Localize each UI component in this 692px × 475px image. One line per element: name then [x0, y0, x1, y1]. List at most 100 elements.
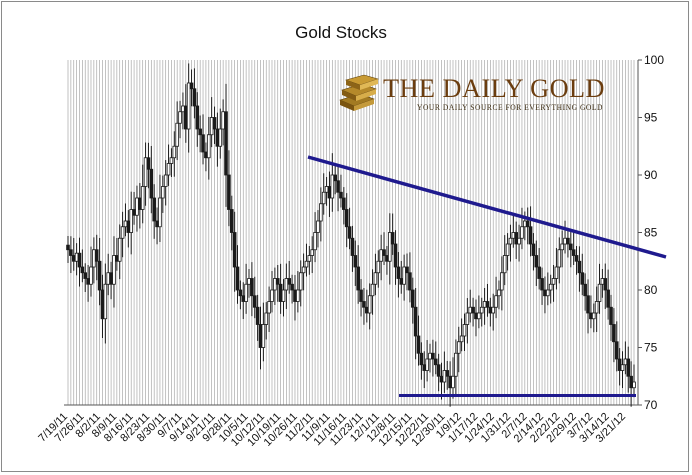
- candle-body: [146, 157, 151, 170]
- candle-body: [181, 105, 185, 113]
- candle-body: [192, 88, 197, 107]
- candle-body: [261, 324, 266, 348]
- candle-body: [241, 295, 246, 302]
- candle-body: [290, 283, 294, 291]
- candle-body: [416, 335, 421, 354]
- candle-body: [161, 186, 165, 199]
- candle-body: [580, 272, 585, 285]
- candle-body: [431, 352, 435, 360]
- candle-body: [238, 289, 243, 297]
- candle-body: [350, 237, 355, 256]
- candle-body: [212, 117, 217, 130]
- candle-body: [548, 283, 553, 291]
- candle-body: [563, 237, 567, 245]
- candle-body: [347, 226, 352, 239]
- resistance-trendline: [307, 155, 667, 259]
- candle-body: [428, 352, 432, 360]
- candle-body: [353, 255, 358, 268]
- candle-body: [508, 237, 513, 245]
- y-tick-label: 90: [644, 168, 658, 182]
- candle-body: [273, 278, 277, 291]
- candle-body: [448, 375, 452, 389]
- candle-body: [359, 289, 363, 302]
- candle-body: [413, 306, 418, 337]
- candle-body: [632, 381, 636, 389]
- candle-body: [198, 128, 202, 136]
- candle-body: [89, 266, 93, 285]
- candle-body: [479, 306, 484, 314]
- candle-body: [379, 249, 383, 262]
- candle-body: [594, 301, 599, 314]
- candle-body: [215, 128, 220, 147]
- logo-tagline: YOUR DAILY SOURCE FOR EVERYTHING GOLD: [417, 102, 603, 112]
- candle-body: [275, 278, 280, 285]
- candle-body: [166, 163, 171, 176]
- candle-body: [577, 260, 582, 274]
- candle-body: [333, 174, 337, 182]
- candle-body: [566, 237, 570, 245]
- candle-body: [218, 128, 223, 147]
- candle-body: [445, 370, 450, 377]
- candle-body: [83, 272, 88, 279]
- daily-gold-logo: THE DAILY GOLD YOUR DAILY SOURCE FOR EVE…: [339, 74, 605, 112]
- candle-body: [86, 278, 90, 285]
- candle-body: [451, 375, 455, 389]
- candle-body: [138, 197, 142, 210]
- candle-body: [591, 312, 596, 320]
- candle-body: [149, 168, 154, 199]
- candle-body: [97, 260, 102, 291]
- candle-body: [229, 209, 234, 233]
- candle-body: [100, 289, 105, 320]
- candle-body: [258, 324, 263, 348]
- candle-body: [546, 289, 550, 297]
- gold-bars-icon: [339, 74, 380, 111]
- candle-body: [204, 151, 208, 159]
- candle-body: [537, 266, 541, 279]
- candle-body: [505, 243, 510, 256]
- candle-body: [408, 272, 412, 291]
- candle-body: [244, 283, 248, 302]
- candle-body: [158, 197, 162, 228]
- candle-body: [560, 243, 564, 251]
- candle-body: [270, 289, 274, 302]
- candle-body: [477, 312, 481, 320]
- candle-body: [531, 243, 536, 256]
- candle-body: [382, 249, 386, 256]
- candle-body: [330, 174, 335, 199]
- candle-body: [511, 232, 516, 239]
- y-tick-label: 85: [644, 226, 658, 240]
- candle-body: [393, 243, 398, 268]
- candle-body: [143, 157, 148, 187]
- candle-body: [571, 249, 576, 256]
- candle-body: [324, 186, 329, 193]
- candle-body: [264, 312, 269, 325]
- candle-body: [494, 295, 498, 308]
- candle-body: [71, 255, 76, 262]
- candle-body: [574, 255, 579, 262]
- candle-body: [247, 278, 251, 285]
- candle-body: [459, 335, 464, 343]
- candle-body: [140, 186, 145, 210]
- candle-body: [310, 249, 315, 256]
- candle-body: [376, 260, 381, 274]
- candle-body: [387, 232, 392, 262]
- candle-body: [224, 111, 228, 176]
- candle-body: [500, 272, 504, 291]
- candle-body: [629, 375, 633, 389]
- candle-body: [267, 301, 271, 314]
- candle-body: [589, 312, 593, 320]
- candle-body: [178, 111, 182, 124]
- candle-body: [163, 174, 168, 187]
- candle-body: [612, 324, 616, 343]
- candle-body: [557, 249, 562, 268]
- candle-body: [327, 186, 332, 199]
- candle-body: [296, 289, 300, 302]
- candle-body: [491, 306, 496, 314]
- candle-body: [471, 306, 475, 314]
- candle-body: [356, 266, 360, 291]
- candle-body: [534, 255, 539, 268]
- candle-body: [255, 306, 260, 325]
- candle-body: [115, 255, 119, 262]
- candle-body: [123, 220, 128, 228]
